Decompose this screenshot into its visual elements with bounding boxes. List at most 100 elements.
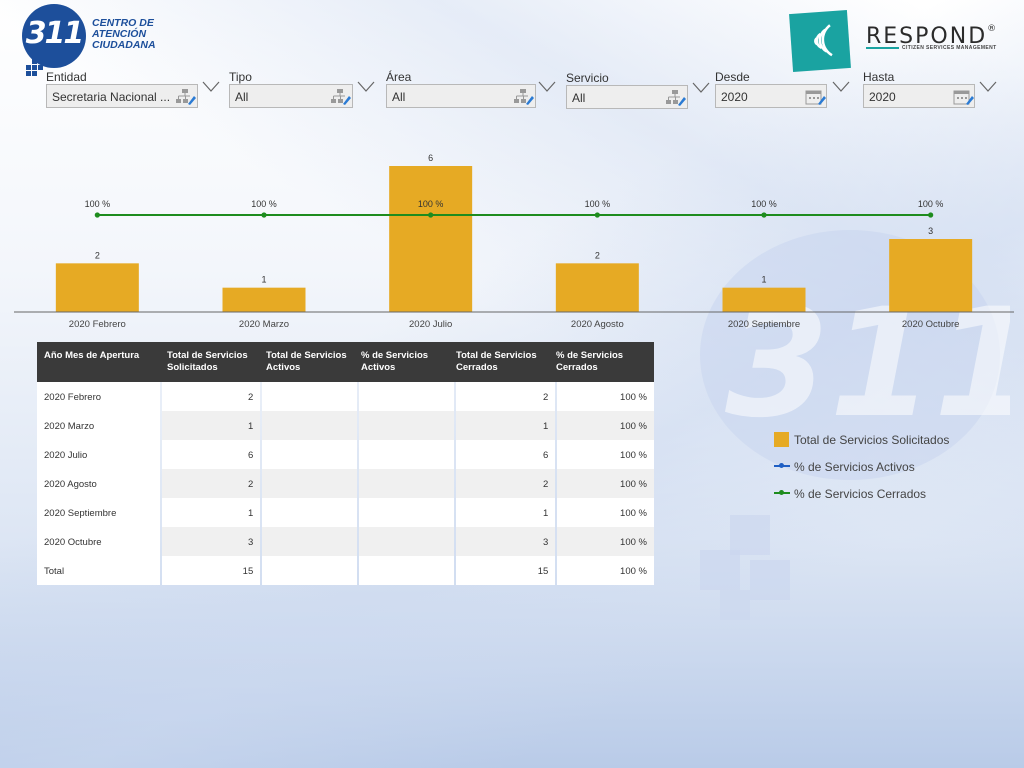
x-tick-label: 2020 Febrero	[69, 319, 126, 330]
header-line: % de Servicios	[556, 350, 624, 361]
column-header[interactable]: Año Mes de Apertura	[37, 342, 160, 382]
hierarchy-edit-icon[interactable]	[329, 88, 351, 106]
logo-311-badge: 311	[22, 4, 86, 68]
table-cell	[262, 440, 357, 469]
table-cell: 1	[161, 411, 261, 440]
table-cell: 1	[455, 498, 556, 527]
header-line: Activos	[361, 362, 396, 373]
filter-value: All	[572, 91, 586, 105]
table-cell	[262, 556, 357, 585]
hierarchy-edit-icon[interactable]	[512, 88, 534, 106]
table-cell	[358, 556, 454, 585]
chevron-down-icon[interactable]	[202, 81, 220, 93]
x-tick-label: 2020 Agosto	[571, 319, 624, 330]
line-point[interactable]	[261, 212, 267, 218]
servicio-select[interactable]: All	[566, 85, 688, 109]
line-value-label: 100 %	[918, 199, 944, 209]
legend-label: % de Servicios Activos	[794, 460, 915, 474]
table-cell: 100 %	[557, 556, 654, 585]
header-line: Total de Servicios	[266, 350, 347, 361]
table-cell	[262, 527, 357, 556]
filter-value: All	[392, 90, 406, 104]
chart-bar[interactable]	[222, 287, 306, 312]
legend-label: % de Servicios Cerrados	[794, 487, 927, 501]
filter-label: Área	[386, 70, 412, 84]
desde-date-field[interactable]: 2020	[715, 84, 827, 108]
chevron-down-icon[interactable]	[832, 81, 850, 93]
header-line: Cerrados	[456, 362, 498, 373]
column-header[interactable]: % de Servicios Cerrados	[549, 342, 646, 382]
table-cell	[358, 498, 454, 527]
calendar-edit-icon[interactable]	[804, 88, 826, 106]
table-cell	[358, 411, 454, 440]
brand-name: RESPOND	[866, 24, 988, 49]
respond-logo-icon	[789, 10, 851, 72]
chart-bar[interactable]	[55, 263, 139, 312]
table-row[interactable]: 2020 Septiembre 1 1 100 %	[37, 498, 654, 527]
line-point[interactable]	[94, 212, 100, 218]
hierarchy-edit-icon[interactable]	[664, 89, 686, 107]
chart-bar[interactable]	[889, 239, 973, 312]
table-cell	[262, 469, 357, 498]
table-cell: 100 %	[557, 440, 654, 469]
x-tick-label: 2020 Julio	[409, 319, 452, 330]
legend-label: Total de Servicios Solicitados	[794, 433, 950, 447]
entidad-select[interactable]: Secretaria Nacional ...	[46, 84, 198, 108]
table-cell	[358, 382, 454, 411]
table-row[interactable]: 2020 Febrero 2 2 100 %	[37, 382, 654, 411]
header-line: Activos	[266, 362, 301, 373]
line-point[interactable]	[428, 212, 434, 218]
chevron-down-icon[interactable]	[979, 81, 997, 93]
line-point[interactable]	[761, 212, 767, 218]
column-header[interactable]: Total de Servicios Cerrados	[449, 342, 549, 382]
chevron-down-icon[interactable]	[538, 81, 556, 93]
legend-dot	[779, 463, 784, 468]
column-header[interactable]: Total de Servicios Solicitados	[160, 342, 259, 382]
chart-bar[interactable]	[722, 287, 806, 312]
filter-label: Servicio	[566, 71, 609, 85]
table-cell	[262, 498, 357, 527]
table-row[interactable]: 2020 Julio 6 6 100 %	[37, 440, 654, 469]
table-cell: 3	[161, 527, 261, 556]
line-point[interactable]	[928, 212, 934, 218]
area-select[interactable]: All	[386, 84, 536, 108]
logo-line: ATENCIÓN	[92, 28, 147, 40]
column-header[interactable]: Total de Servicios Activos	[259, 342, 354, 382]
chart-bar[interactable]	[555, 263, 639, 312]
hasta-date-field[interactable]: 2020	[863, 84, 975, 108]
tipo-select[interactable]: All	[229, 84, 353, 108]
respond-tagline: CITIZEN SERVICES MANAGEMENT	[902, 45, 997, 51]
services-chart: 2 1 6 2 1 3 2020 Febrero 2020 Marzo 2020 Julio 20…	[14, 153, 1014, 330]
table-cell: 2	[161, 469, 261, 498]
hierarchy-edit-icon[interactable]	[174, 88, 196, 106]
line-point[interactable]	[594, 212, 600, 218]
line-value-label: 100 %	[585, 199, 611, 209]
table-cell: Total	[37, 556, 160, 585]
bar-value-label: 2	[95, 250, 100, 260]
table-row[interactable]: 2020 Octubre 3 3 100 %	[37, 527, 654, 556]
chevron-down-icon[interactable]	[357, 81, 375, 93]
table-cell: 100 %	[557, 498, 654, 527]
filter-value: All	[235, 90, 249, 104]
filter-label: Hasta	[863, 70, 895, 84]
column-header[interactable]: % de Servicios Activos	[354, 342, 449, 382]
header-line: Solicitados	[167, 362, 218, 373]
table-cell	[358, 440, 454, 469]
header-line: % de Servicios	[361, 350, 429, 361]
table-cell	[262, 411, 357, 440]
line-value-label: 100 %	[251, 199, 277, 209]
table-row[interactable]: Total 15 15 100 %	[37, 556, 654, 585]
chart-bar[interactable]	[389, 166, 473, 312]
table-row[interactable]: 2020 Agosto 2 2 100 %	[37, 469, 654, 498]
header-line: Año Mes de Apertura	[44, 350, 140, 361]
table-row[interactable]: 2020 Marzo 1 1 100 %	[37, 411, 654, 440]
calendar-edit-icon[interactable]	[952, 88, 974, 106]
logo-text: CENTRO DE ATENCIÓN CIUDADANA	[92, 18, 182, 51]
chevron-down-icon[interactable]	[692, 82, 710, 94]
x-tick-label: 2020 Marzo	[239, 319, 289, 330]
filter-label: Entidad	[46, 70, 87, 84]
logo-line: CENTRO DE	[92, 17, 154, 29]
table-cell: 15	[455, 556, 556, 585]
brand-mark: ®	[987, 24, 997, 34]
header-line: Total de Servicios	[167, 350, 248, 361]
